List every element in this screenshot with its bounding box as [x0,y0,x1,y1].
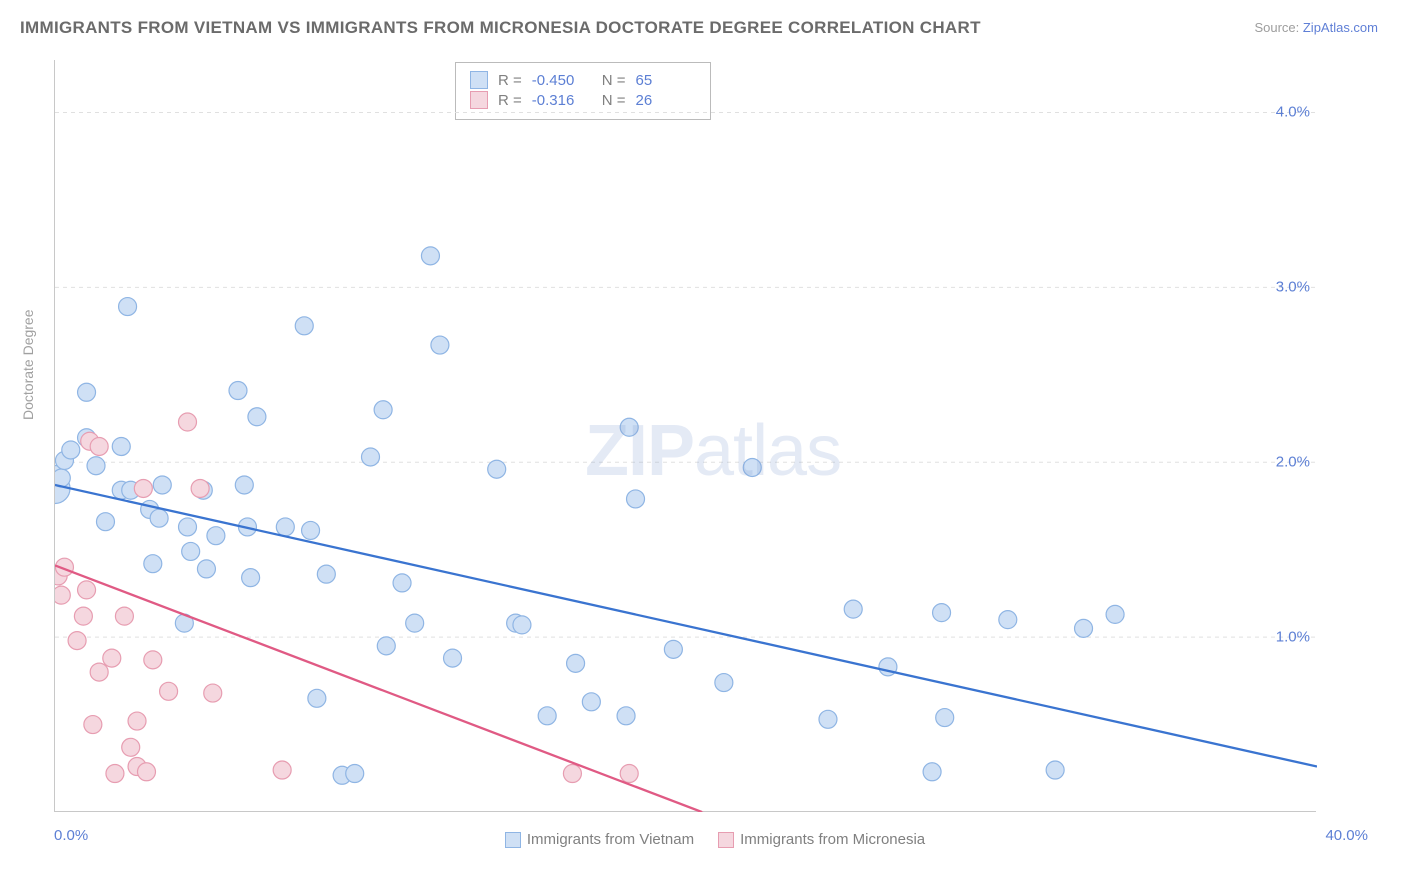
data-point [68,632,86,650]
data-point [377,637,395,655]
data-point [119,298,137,316]
legend-swatch [718,832,734,848]
data-point [273,761,291,779]
data-point [128,712,146,730]
data-point [235,476,253,494]
data-point [106,765,124,783]
data-point [563,765,581,783]
data-point [248,408,266,426]
data-point [204,684,222,702]
data-point [620,765,638,783]
data-point [308,689,326,707]
data-point [620,418,638,436]
data-point [90,437,108,455]
y-tick-label: 1.0% [1276,629,1310,646]
y-axis-label: Doctorate Degree [20,309,36,420]
data-point [78,581,96,599]
data-point [137,763,155,781]
data-point [191,479,209,497]
data-point [715,674,733,692]
data-point [1075,619,1093,637]
data-point [179,518,197,536]
data-point [567,654,585,672]
data-point [87,457,105,475]
source-link[interactable]: ZipAtlas.com [1303,20,1378,35]
data-point [229,382,247,400]
data-point [393,574,411,592]
data-point [144,651,162,669]
data-point [197,560,215,578]
scatter-svg [55,60,1317,812]
data-point [362,448,380,466]
data-point [844,600,862,618]
data-point [743,458,761,476]
y-tick-label: 4.0% [1276,104,1310,121]
data-point [153,476,171,494]
legend-label: Immigrants from Vietnam [527,831,694,848]
data-point [84,716,102,734]
data-point [444,649,462,667]
data-point [538,707,556,725]
data-point [999,611,1017,629]
data-point [923,763,941,781]
data-point [374,401,392,419]
y-tick-label: 2.0% [1276,454,1310,471]
data-point [421,247,439,265]
data-point [302,521,320,539]
data-point [115,607,133,625]
data-point [276,518,294,536]
data-point [103,649,121,667]
data-point [150,509,168,527]
data-point [78,383,96,401]
data-point [182,542,200,560]
data-point [582,693,600,711]
data-point [295,317,313,335]
data-point [90,663,108,681]
data-point [55,469,70,487]
data-point [431,336,449,354]
data-point [406,614,424,632]
data-point [55,586,70,604]
y-tick-label: 3.0% [1276,279,1310,296]
data-point [74,607,92,625]
legend-label: Immigrants from Micronesia [740,831,925,848]
source-credit: Source: ZipAtlas.com [1254,20,1378,35]
data-point [933,604,951,622]
trend-line [55,485,1317,767]
legend-swatch [505,832,521,848]
data-point [627,490,645,508]
chart-plot-area: R =-0.450N =65R =-0.316N =26 ZIPatlas 1.… [54,60,1316,812]
data-point [62,441,80,459]
data-point [179,413,197,431]
chart-title: IMMIGRANTS FROM VIETNAM VS IMMIGRANTS FR… [20,18,981,38]
data-point [317,565,335,583]
source-label: Source: [1254,20,1302,35]
data-point [819,710,837,728]
data-point [160,682,178,700]
data-point [144,555,162,573]
data-point [617,707,635,725]
data-point [346,765,364,783]
data-point [134,479,152,497]
data-point [122,738,140,756]
data-point [664,640,682,658]
data-point [513,616,531,634]
data-point [936,709,954,727]
data-point [1106,605,1124,623]
data-point [112,437,130,455]
data-point [96,513,114,531]
data-point [242,569,260,587]
data-point [488,460,506,478]
data-point [207,527,225,545]
data-point [1046,761,1064,779]
series-legend: Immigrants from Vietnam Immigrants from M… [0,831,1406,848]
